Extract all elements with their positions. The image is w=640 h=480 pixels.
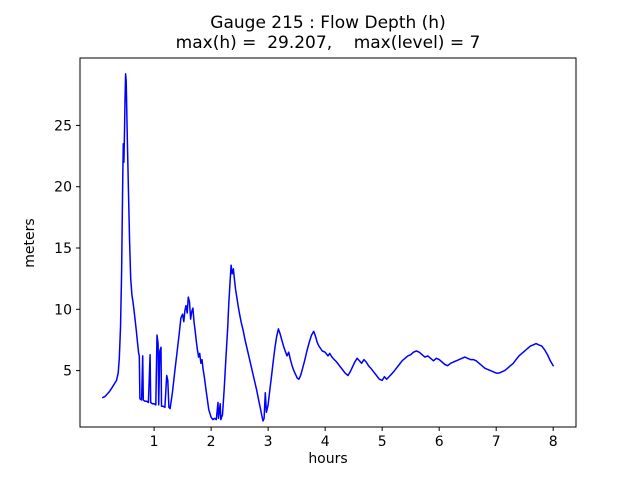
chart-title: Gauge 215 : Flow Depth (h) <box>210 13 446 33</box>
y-tick-label: 10 <box>54 302 72 318</box>
x-tick-label: 7 <box>492 434 501 450</box>
x-tick-label: 3 <box>264 434 273 450</box>
y-tick-label: 20 <box>54 180 72 196</box>
flow-depth-line <box>102 73 554 422</box>
y-tick-label: 15 <box>54 241 72 257</box>
chart-subtitle: max(h) = 29.207, max(level) = 7 <box>175 33 481 53</box>
y-axis-label: meters <box>22 218 38 268</box>
x-tick-label: 6 <box>435 434 444 450</box>
x-tick-label: 5 <box>378 434 387 450</box>
x-axis-label: hours <box>308 451 348 467</box>
y-tick-label: 5 <box>63 364 72 380</box>
x-tick-label: 1 <box>150 434 159 450</box>
x-tick-label: 2 <box>207 434 216 450</box>
axes-box <box>79 57 577 428</box>
y-tick-label: 25 <box>54 118 72 134</box>
x-tick-label: 8 <box>549 434 558 450</box>
x-tick-label: 4 <box>321 434 330 450</box>
axis-ticks: 1 2 3 4 5 6 7 8 5 10 15 20 25 <box>54 118 557 450</box>
